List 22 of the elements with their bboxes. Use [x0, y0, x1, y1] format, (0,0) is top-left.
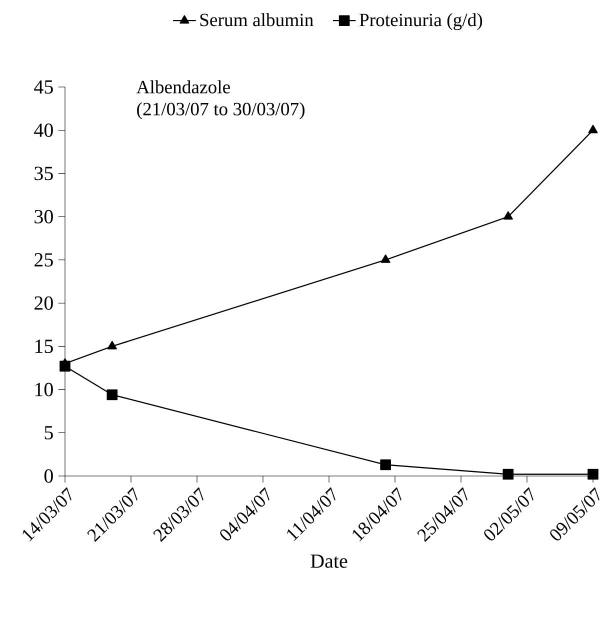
x-axis-title: Date	[310, 554, 348, 568]
point	[588, 468, 599, 480]
y-tick-label: 20	[34, 296, 54, 310]
y-tick-label: 10	[36, 382, 54, 396]
y-tick-label: 40	[34, 123, 54, 137]
point	[502, 468, 514, 480]
point	[380, 459, 392, 470]
y-tick-label: 5	[45, 426, 54, 440]
y-tick-label: 30	[34, 210, 54, 224]
y-tick-label: 15	[36, 340, 54, 354]
y-tick-label: 25	[34, 253, 54, 267]
point	[106, 389, 118, 400]
y-tick-label: 35	[34, 166, 54, 180]
point	[588, 124, 598, 134]
point	[380, 254, 390, 263]
legend-label: Proteinuria (g/d)	[360, 13, 482, 30]
point	[108, 340, 118, 350]
legend-label: Serum albumin	[200, 13, 314, 26]
y-tick-label: 0	[44, 469, 54, 483]
point	[504, 211, 514, 220]
y-tick-label: 45	[34, 80, 54, 94]
annotation: Albendazole (21/03/07 to 30/03/07)	[136, 80, 305, 120]
